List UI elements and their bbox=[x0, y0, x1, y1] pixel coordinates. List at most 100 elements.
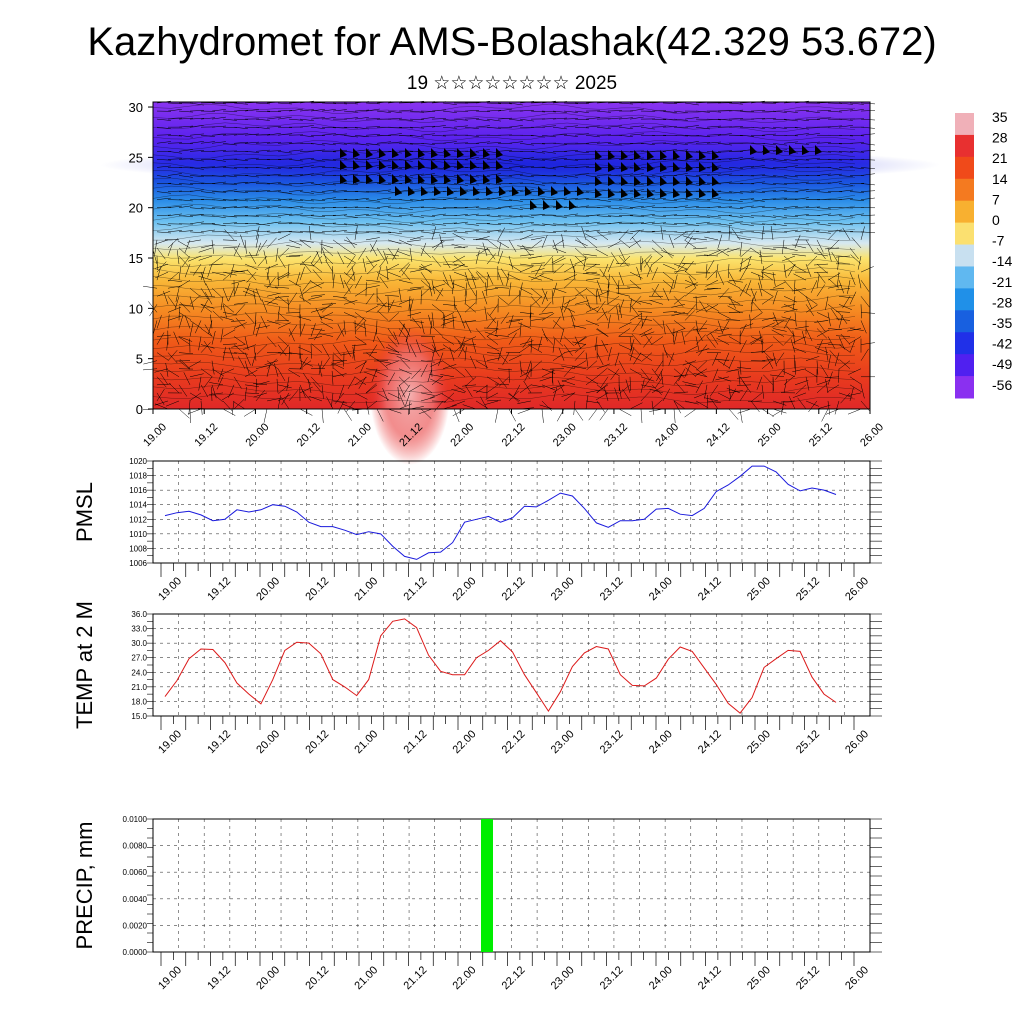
wind-barb bbox=[808, 400, 818, 413]
wind-barb bbox=[475, 271, 485, 284]
wind-barb bbox=[352, 346, 356, 361]
wind-barb bbox=[530, 384, 545, 388]
wind-barb bbox=[343, 183, 358, 186]
wind-barb bbox=[839, 359, 851, 369]
wind-barb bbox=[222, 329, 236, 337]
wind-barb bbox=[321, 384, 324, 399]
wind-barb bbox=[794, 118, 809, 122]
wind-barb bbox=[519, 215, 534, 218]
wind-barb bbox=[310, 344, 312, 359]
wind-barb bbox=[242, 344, 257, 350]
wind-barb bbox=[431, 125, 446, 128]
wind-barb bbox=[431, 231, 446, 234]
wind-barb bbox=[552, 223, 567, 226]
wind-flag bbox=[595, 150, 602, 160]
wind-barb bbox=[585, 304, 598, 313]
wind-barb bbox=[376, 205, 391, 208]
wind-barb bbox=[376, 231, 392, 234]
wind-barb bbox=[585, 376, 599, 385]
wind-barb bbox=[255, 325, 270, 329]
wind-barb bbox=[497, 108, 512, 112]
wind-barb bbox=[706, 110, 722, 113]
wind-barb bbox=[847, 280, 851, 294]
wind-barb bbox=[343, 280, 351, 293]
wind-flag bbox=[496, 148, 503, 158]
wind-barb bbox=[203, 376, 213, 389]
wind-barb bbox=[750, 110, 766, 112]
wind-barb bbox=[222, 271, 237, 276]
colorbar-label: 7 bbox=[992, 191, 1000, 207]
wind-barb bbox=[398, 279, 413, 284]
wind-barb bbox=[652, 318, 664, 329]
wind-barb bbox=[640, 390, 651, 402]
colorbar-swatch bbox=[955, 266, 974, 289]
wind-barb bbox=[750, 134, 766, 137]
heatmap-contour bbox=[152, 393, 856, 404]
wind-barb bbox=[662, 223, 678, 225]
wind-barb bbox=[585, 296, 591, 310]
wind-barb bbox=[431, 118, 447, 120]
wind-barb bbox=[699, 300, 708, 313]
precip-x-tick-label: 22.12 bbox=[500, 964, 528, 992]
wind-barb bbox=[737, 237, 752, 241]
heatmap-x-tick-label: 24.12 bbox=[705, 421, 733, 449]
wind-barb bbox=[750, 231, 765, 234]
wind-barb bbox=[257, 255, 268, 267]
wind-barb bbox=[420, 286, 432, 297]
wind-barb bbox=[486, 215, 501, 218]
wind-barb bbox=[695, 400, 709, 409]
wind-barb bbox=[772, 320, 788, 322]
wind-barb bbox=[668, 234, 675, 249]
wind-barb bbox=[204, 291, 213, 305]
wind-barb bbox=[464, 282, 468, 297]
wind-barb bbox=[572, 341, 587, 345]
wind-barb bbox=[266, 336, 277, 348]
wind-barb bbox=[464, 303, 477, 313]
wind-barb bbox=[231, 344, 246, 348]
wind-barb bbox=[792, 253, 807, 257]
wind-barb bbox=[167, 279, 182, 282]
wind-barb bbox=[198, 376, 202, 391]
wind-barb bbox=[244, 151, 260, 153]
wind-barb bbox=[167, 306, 182, 313]
wind-barb bbox=[365, 368, 380, 371]
wind-barb bbox=[558, 347, 565, 361]
wind-barb bbox=[253, 346, 257, 361]
precip-x-tick-label: 24.12 bbox=[696, 964, 724, 992]
wind-barb bbox=[365, 223, 381, 225]
wind-barb bbox=[266, 205, 281, 208]
wind-barb bbox=[398, 159, 413, 162]
wind-barb bbox=[486, 344, 500, 352]
wind-barb bbox=[184, 263, 191, 278]
wind-barb bbox=[552, 126, 567, 130]
wind-barb bbox=[362, 258, 367, 273]
wind-barb bbox=[783, 141, 798, 144]
heatmap-contour bbox=[152, 385, 856, 396]
wind-barb bbox=[233, 109, 249, 112]
wind-barb bbox=[420, 408, 432, 419]
wind-barb bbox=[442, 272, 449, 286]
wind-barb bbox=[178, 167, 194, 169]
wind-flag bbox=[366, 174, 373, 184]
wind-barb bbox=[761, 338, 764, 353]
wind-barb bbox=[684, 223, 699, 226]
wind-barb bbox=[486, 173, 501, 176]
wind-barb bbox=[629, 229, 644, 233]
wind-barb bbox=[717, 143, 732, 146]
wind-barb bbox=[285, 255, 301, 258]
wind-barb bbox=[430, 360, 444, 367]
wind-barb bbox=[594, 344, 609, 347]
colorbar-label: -21 bbox=[992, 274, 1012, 290]
wind-barb bbox=[673, 232, 686, 241]
colorbar-swatch bbox=[955, 244, 974, 267]
wind-barb bbox=[750, 400, 760, 413]
wind-barb bbox=[464, 223, 479, 226]
temp-y-axis-title: TEMP at 2 M bbox=[72, 601, 97, 729]
wind-barb bbox=[398, 118, 413, 121]
heatmap-contour bbox=[152, 230, 856, 241]
heatmap-contour bbox=[152, 122, 856, 133]
wind-barb bbox=[253, 383, 268, 386]
wind-barb bbox=[370, 239, 378, 253]
wind-barb bbox=[618, 231, 633, 234]
wind-barb bbox=[607, 215, 623, 217]
